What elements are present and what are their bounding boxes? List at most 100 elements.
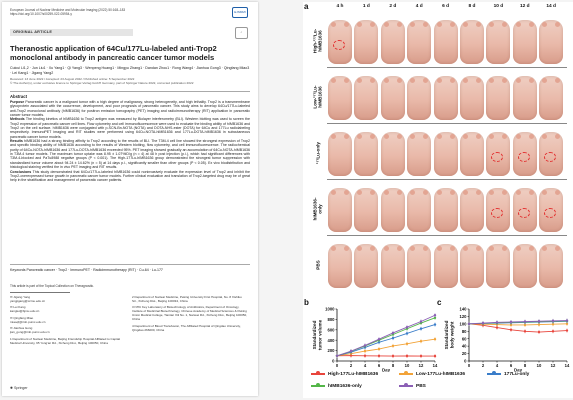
mouse-ear (410, 134, 416, 139)
publisher-logo: ✺ Springer (10, 386, 28, 390)
paper-first-page: European Journal of Nuclear Medicine and… (2, 2, 258, 396)
y-tick-label: 20 (462, 351, 467, 356)
series-line (336, 338, 436, 357)
mouse-ear (502, 134, 508, 139)
group-label-box: Low-¹⁷⁷Lu-hIMB1636 (310, 74, 326, 120)
mouse-ear (396, 134, 402, 139)
mouse-photo (354, 20, 379, 64)
correspondence-line: ✉ Jianhua Gong (10, 326, 33, 331)
mouse-ear (370, 22, 376, 27)
mouse-photo (512, 20, 537, 64)
x-tick-label: 2 (482, 363, 485, 368)
publisher-name: Springer (14, 386, 28, 390)
data-point (495, 321, 499, 324)
mouse-ear (555, 246, 561, 251)
mouse-ear (463, 22, 468, 27)
series-line (468, 323, 568, 333)
mouse-ear (476, 246, 481, 251)
timepoint-label: 14 d (546, 4, 556, 9)
mouse-ear (502, 190, 508, 195)
group-label-line: only (318, 204, 323, 214)
check-for-updates-badge[interactable]: ✓ (235, 27, 248, 39)
footnote-rule (10, 292, 70, 293)
correspondence-entry: 4 Department of Blood Transfusion, The A… (132, 324, 247, 333)
correspondence-entry: 2 Department of Nuclear Medicine, Peking… (132, 295, 247, 304)
mouse-photo (512, 76, 537, 120)
data-point (363, 344, 367, 347)
tumor-outline (491, 152, 504, 162)
group-label-line: hIMB1636 (318, 30, 323, 52)
mouse-ear (436, 134, 442, 139)
abstract-paragraph: Purpose Pancreatic cancer is a malignant… (10, 100, 250, 117)
legend-swatch (399, 371, 413, 376)
mouse-ear (542, 190, 548, 195)
y-tick-label: 0 (464, 359, 467, 364)
mouse-ear (410, 246, 416, 251)
mouse-ear (476, 78, 481, 83)
legend-item: Low-177Lu-hIMB1636 (399, 371, 466, 378)
mouse-ear (436, 190, 442, 195)
mouse-ear (423, 22, 429, 27)
mouse-ear (396, 246, 402, 251)
mouse-ear (449, 22, 455, 27)
data-point (565, 329, 569, 332)
mouse-photo (460, 188, 484, 232)
logo-mark: EJNMMI (234, 10, 246, 14)
abstract-paragraph-label: Methods (10, 117, 25, 122)
data-point (419, 320, 423, 323)
doi-link[interactable]: https://doi.org/10.1007/s00259-022-05954… (10, 12, 73, 16)
mouse-ear (357, 22, 363, 27)
legend-label: hIMB1636-only (328, 384, 362, 389)
mouse-ear (542, 22, 548, 27)
mouse-ear (331, 78, 336, 83)
mouse-ear (515, 22, 521, 27)
x-tick-label: 12 (551, 363, 556, 368)
data-point (565, 322, 569, 326)
section-label: ORIGINAL ARTICLE (10, 29, 133, 36)
timepoint-label: 4 h (336, 4, 344, 9)
y-axis-label: tumor volume (318, 319, 323, 350)
correspondence-line: yangjigang@ccmu.edu.cn (10, 298, 46, 303)
group-label-line: ¹⁷⁷Lu-only (315, 142, 321, 164)
mouse-ear (502, 78, 508, 83)
correspondence-entry: 1 Department of Nuclear Medicine, Beijin… (10, 337, 125, 346)
y-tick-label: 600 (328, 327, 336, 332)
legend-swatch (487, 371, 501, 376)
legend-marker (316, 371, 320, 376)
mouse-ear (502, 22, 508, 27)
mouse-photo (328, 244, 352, 288)
topical-collection-note: This article is part of the Topical Coll… (10, 284, 95, 288)
mouse-ear (476, 190, 481, 195)
legend-label: Low-177Lu-hIMB1636 (416, 372, 466, 377)
mouse-photo (433, 244, 458, 288)
timepoint-label: 4 d (415, 4, 423, 9)
mouse-photo (407, 76, 432, 120)
series-line (336, 324, 436, 357)
mouse-ear (344, 78, 349, 83)
y-tick-label: 800 (328, 317, 336, 322)
mouse-ear (383, 134, 389, 139)
mouse-photo (486, 76, 511, 120)
correspondence-entry: ✉ Qingfang Miao miaoqf@imb.pumc.edu.cn (10, 316, 125, 325)
group-label-line: High-¹⁷⁷Lu- (312, 28, 318, 54)
y-tick-label: 80 (462, 329, 467, 334)
group-label: High-¹⁷⁷Lu-hIMB1636 (313, 29, 324, 53)
mouse-ear (331, 246, 336, 251)
abstract-paragraph-label: Conclusions (10, 169, 32, 174)
mouse-ear (449, 78, 455, 83)
x-axis-label: Day (382, 368, 391, 372)
mouse-photo (380, 244, 405, 288)
tumor-volume-chart: 0 200 400 600 800 1000 0 2 4 6 8 10 12 14 Day Standardi… (312, 307, 438, 372)
mouse-photo (512, 188, 537, 232)
data-point (419, 340, 423, 343)
row-divider (327, 123, 567, 124)
data-point (349, 349, 353, 353)
data-point (335, 354, 339, 357)
correspondence-line: 2 Department of Nuclear Medicine, Peking… (132, 295, 242, 303)
mouse-ear (502, 246, 508, 251)
mouse-ear (515, 190, 521, 195)
y-tick-label: 100 (460, 321, 468, 326)
legend-marker (404, 371, 408, 376)
y-tick-label: 0 (332, 359, 335, 364)
